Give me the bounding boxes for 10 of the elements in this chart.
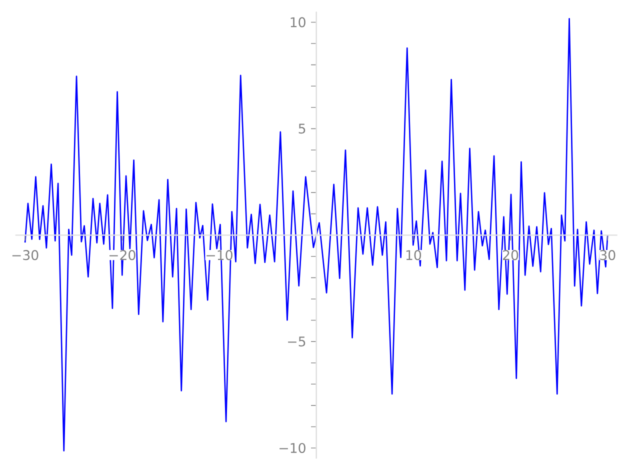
x-tick-label: 30 xyxy=(600,250,616,260)
x-tick-label: −10 xyxy=(206,250,232,260)
x-tick-label: 10 xyxy=(406,250,422,260)
x-tick-label: 20 xyxy=(503,250,518,260)
x-tick-label: −20 xyxy=(110,250,136,260)
y-tick-label: 10 xyxy=(290,17,306,28)
y-tick-label: −10 xyxy=(280,442,306,454)
y-tick-label: −5 xyxy=(288,336,306,347)
y-tick-label: 5 xyxy=(298,124,306,134)
x-tick-label: −30 xyxy=(12,250,38,260)
